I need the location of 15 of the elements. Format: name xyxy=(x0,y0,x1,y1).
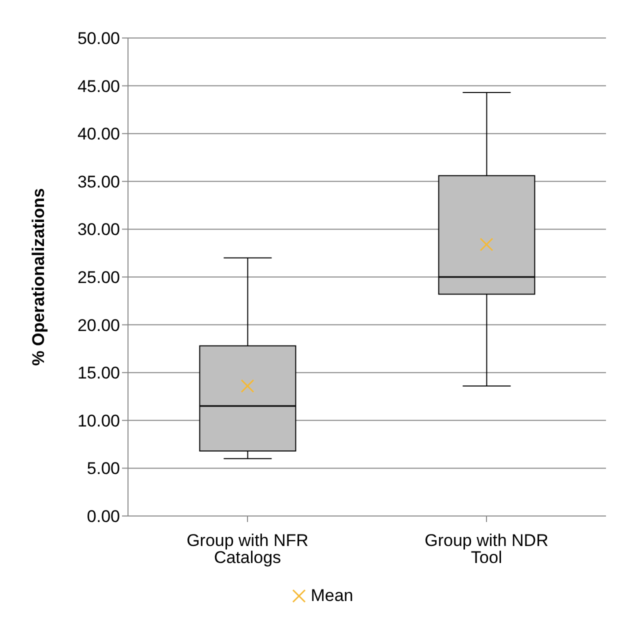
legend-label: Mean xyxy=(310,586,354,606)
y-tick-label: 45.00 xyxy=(77,76,120,96)
y-axis-title: % Operationalizations xyxy=(29,188,48,366)
y-tick-label: 0.00 xyxy=(86,507,120,526)
y-tick-label: 15.00 xyxy=(77,364,120,383)
y-tick-label: 50.00 xyxy=(77,29,120,48)
y-tick-label: 40.00 xyxy=(77,124,120,144)
y-tick-label: 30.00 xyxy=(77,220,120,240)
y-tick-label: 20.00 xyxy=(77,316,120,335)
y-tick-label: 5.00 xyxy=(86,459,120,478)
y-tick-label: 10.00 xyxy=(77,411,120,430)
x-tick-label: Group with NFR Catalogs xyxy=(186,531,308,568)
y-tick-label: 35.00 xyxy=(77,172,120,192)
y-tick-label: 25.00 xyxy=(77,268,120,288)
x-tick-label: Group with NDR Tool xyxy=(424,531,548,568)
